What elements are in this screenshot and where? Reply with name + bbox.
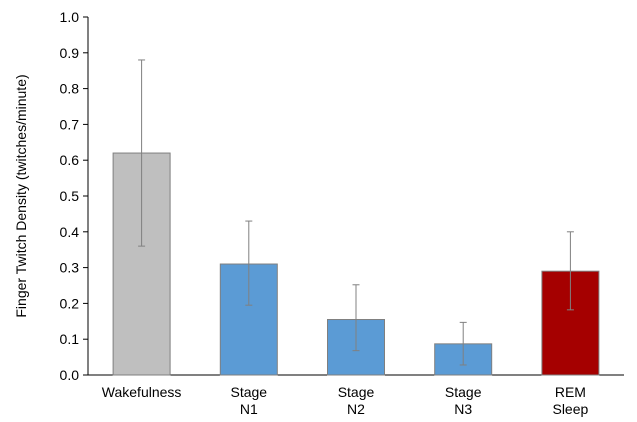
y-tick-label: 0.6 (60, 152, 80, 168)
y-tick-label: 0.7 (60, 116, 80, 132)
y-tick-label: 0.3 (60, 260, 80, 276)
category-label-line: N1 (240, 401, 258, 417)
category-label-line: Stage (231, 384, 268, 400)
y-tick-label: 0.9 (60, 45, 80, 61)
category-label-line: Stage (338, 384, 375, 400)
y-axis-label: Finger Twitch Density (twitches/minute) (13, 74, 29, 317)
y-tick-label: 0.1 (60, 331, 80, 347)
y-tick-label: 0.0 (60, 367, 80, 383)
y-tick-label: 0.5 (60, 188, 80, 204)
category-label-line: Sleep (552, 401, 588, 417)
error-bars (138, 59, 574, 366)
category-label: Stage N3 (445, 384, 482, 417)
category-label-line: N3 (454, 401, 472, 417)
category-label: Wakefulness (102, 384, 182, 400)
y-axis-label-group: Finger Twitch Density (twitches/minute) (13, 74, 29, 317)
category-label-line: Wakefulness (102, 384, 182, 400)
y-tick-label: 0.4 (60, 224, 80, 240)
category-label: Stage N2 (338, 384, 375, 417)
category-label-line: Stage (445, 384, 482, 400)
category-label: REM Sleep (552, 384, 588, 417)
y-axis-ticks: 0.0 0.1 0.2 0.3 0.4 0.5 0.6 0.7 0.8 0.9 1.0 (60, 9, 88, 383)
y-tick-label: 1.0 (60, 9, 80, 25)
category-label-line: REM (555, 384, 586, 400)
y-tick-label: 0.2 (60, 295, 80, 311)
y-tick-label: 0.8 (60, 81, 80, 97)
category-label: Stage N1 (231, 384, 268, 417)
category-label-line: N2 (347, 401, 365, 417)
